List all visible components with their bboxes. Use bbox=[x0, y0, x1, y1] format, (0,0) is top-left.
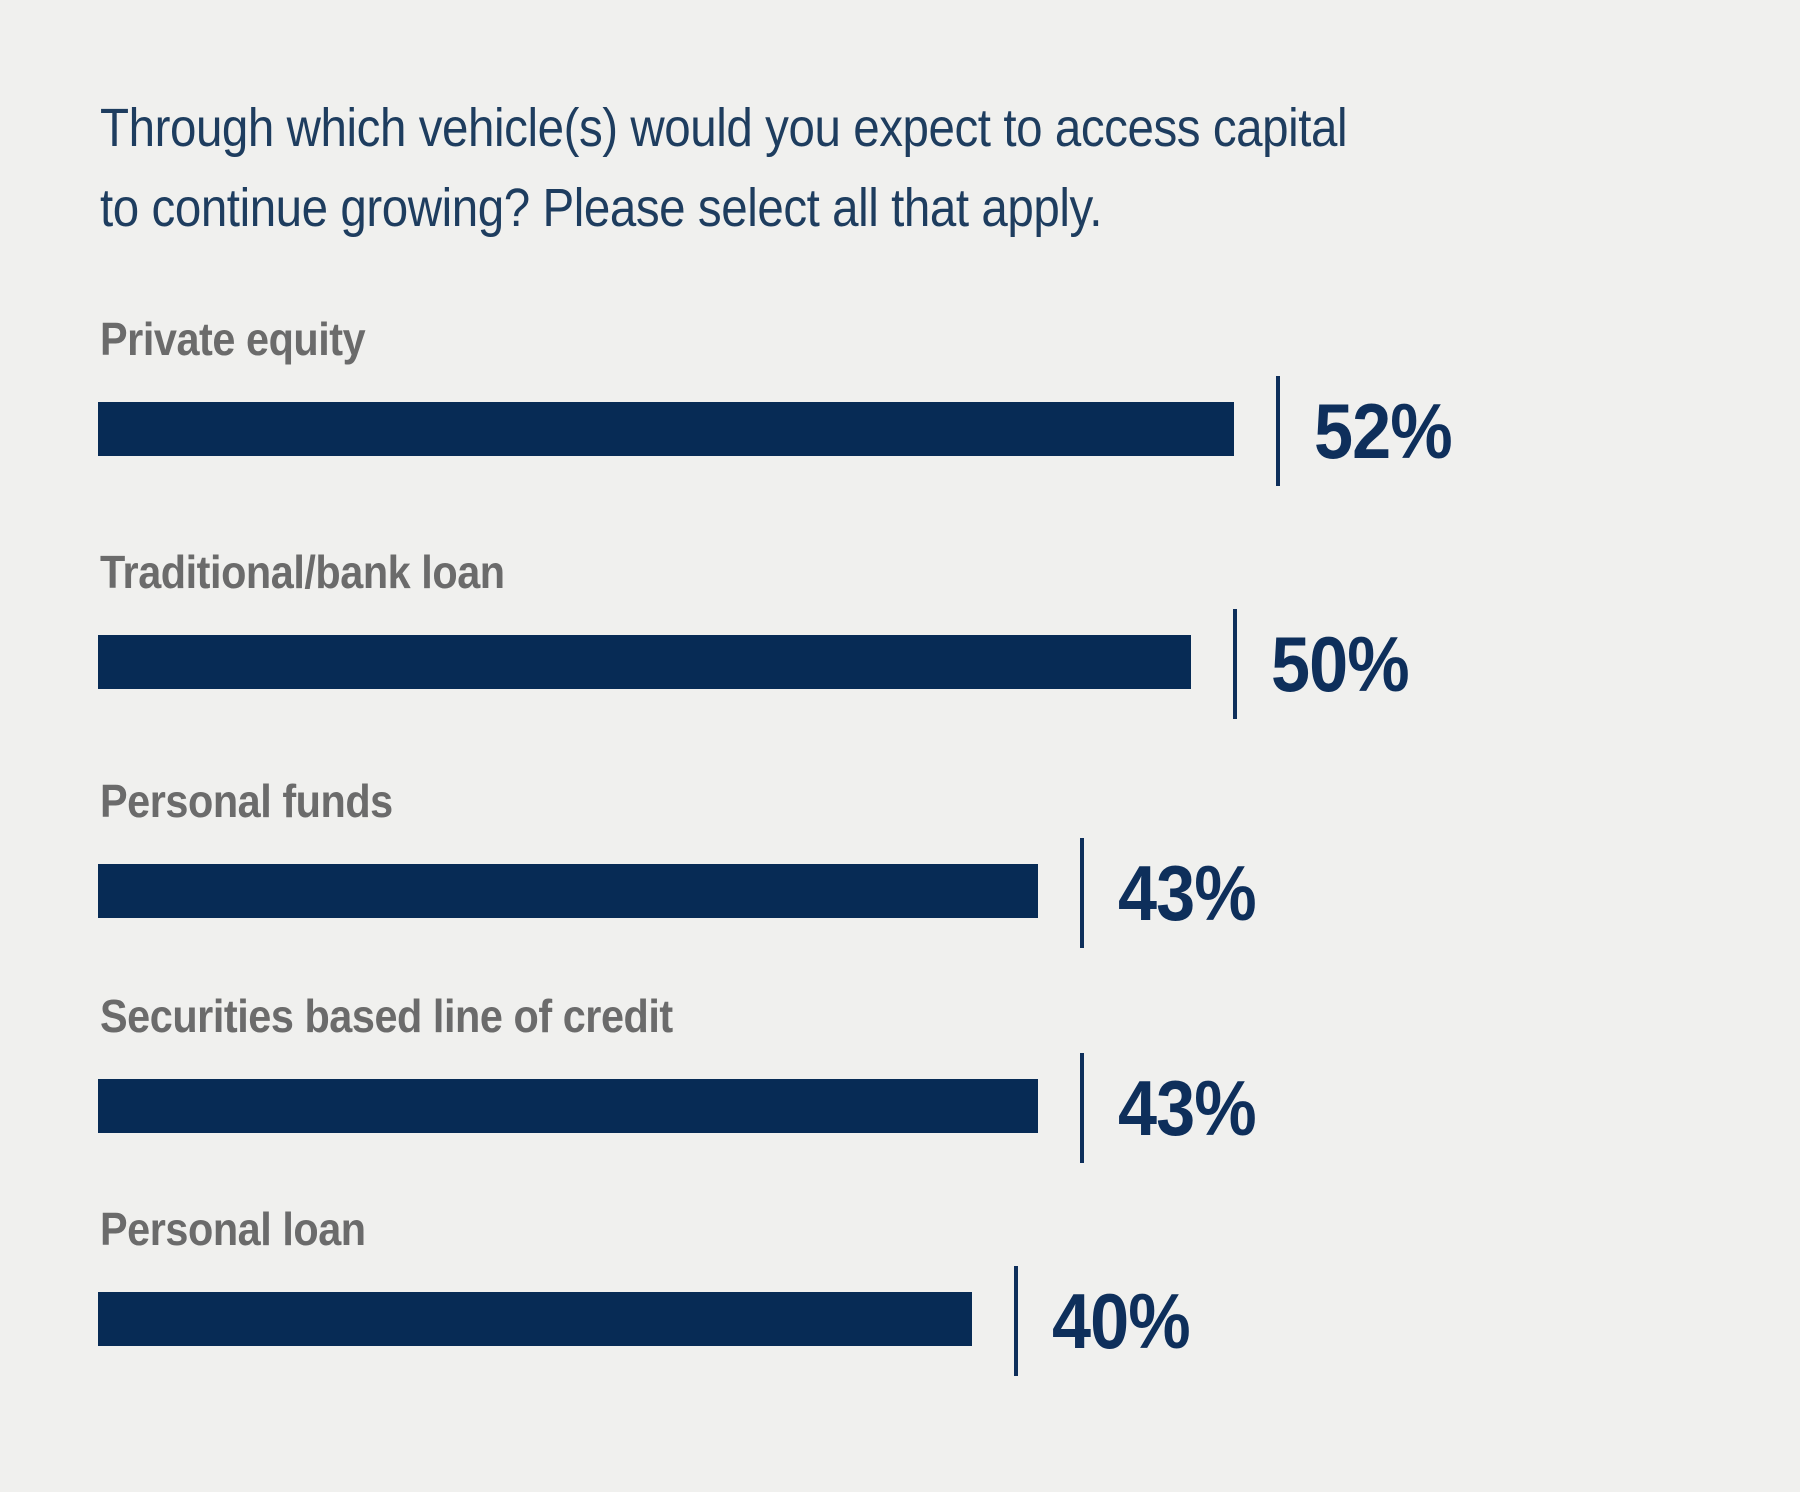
bar-row: Securities based line of credit 43% bbox=[98, 992, 1800, 1212]
value-label: 43% bbox=[1118, 1063, 1257, 1152]
value-label: 40% bbox=[1052, 1276, 1191, 1365]
category-label: Private equity bbox=[100, 313, 366, 365]
chart-title: Through which vehicle(s) would you expec… bbox=[100, 88, 1517, 248]
bar bbox=[98, 635, 1191, 689]
bar-line: 43% bbox=[98, 838, 1800, 948]
bar bbox=[98, 864, 1038, 918]
value-tick-mark bbox=[1014, 1266, 1018, 1376]
bar-row: Personal funds 43% bbox=[98, 777, 1800, 997]
value-tick-mark bbox=[1276, 376, 1280, 486]
value-label: 52% bbox=[1314, 386, 1453, 475]
value-label: 43% bbox=[1118, 848, 1257, 937]
value-tick-mark bbox=[1080, 838, 1084, 948]
bar-line: 52% bbox=[98, 376, 1800, 486]
bar bbox=[98, 402, 1234, 456]
bar-row: Private equity 52% bbox=[98, 315, 1800, 535]
bar bbox=[98, 1079, 1038, 1133]
bar-line: 40% bbox=[98, 1266, 1800, 1376]
value-label: 50% bbox=[1271, 619, 1410, 708]
bar-row: Personal loan 40% bbox=[98, 1205, 1800, 1425]
bar-line: 43% bbox=[98, 1053, 1800, 1163]
category-label: Securities based line of credit bbox=[100, 990, 673, 1042]
bar bbox=[98, 1292, 972, 1346]
chart-title-line-1: Through which vehicle(s) would you expec… bbox=[100, 98, 1348, 158]
value-tick-mark bbox=[1080, 1053, 1084, 1163]
bar-line: 50% bbox=[98, 609, 1800, 719]
chart-title-line-2: to continue growing? Please select all t… bbox=[100, 178, 1103, 238]
category-label: Personal funds bbox=[100, 775, 393, 827]
category-label: Traditional/bank loan bbox=[100, 546, 505, 598]
category-label: Personal loan bbox=[100, 1203, 366, 1255]
bar-row: Traditional/bank loan 50% bbox=[98, 548, 1800, 768]
value-tick-mark bbox=[1233, 609, 1237, 719]
